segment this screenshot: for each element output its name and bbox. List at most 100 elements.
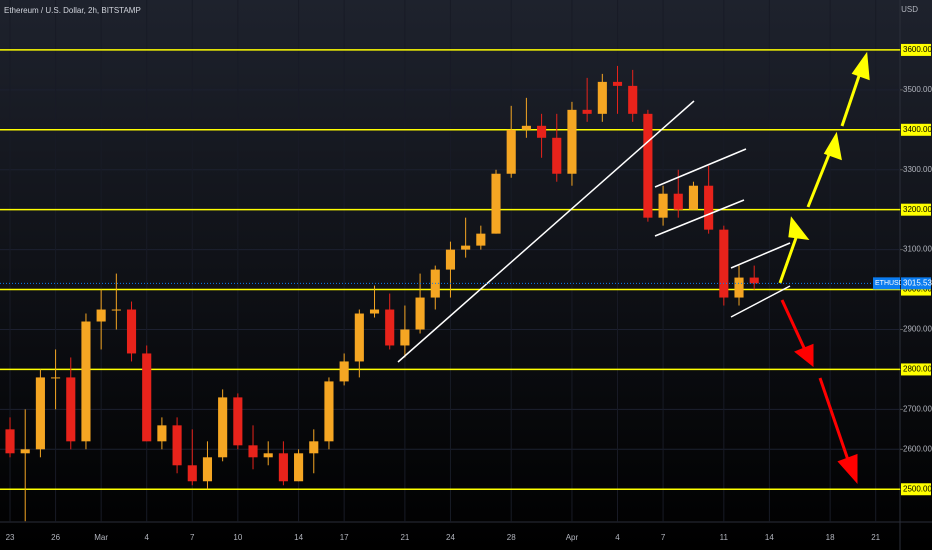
level-tag (901, 363, 931, 376)
candle-body (35, 377, 45, 450)
y-tick-label: 2600.00 (903, 444, 932, 453)
level-tag (901, 43, 931, 56)
candle-body (20, 449, 30, 454)
candle-body (248, 445, 258, 458)
candle-body (172, 425, 182, 466)
x-tick-label: 23 (6, 533, 15, 542)
down-arrows (780, 299, 858, 484)
candle-body (187, 465, 197, 482)
candle-body (96, 309, 106, 322)
arrow (840, 69, 863, 127)
x-tick-label: 21 (400, 533, 409, 542)
candle-body (567, 109, 577, 174)
arrowhead (823, 131, 842, 161)
x-tick-label: 7 (190, 533, 195, 542)
trend-line (730, 285, 791, 318)
candle-body (461, 245, 471, 250)
price-tag (901, 277, 931, 290)
currency-label: USD (901, 5, 918, 14)
symbol-tag (873, 277, 900, 290)
arrowhead (788, 216, 810, 240)
level-tag (901, 123, 931, 136)
y-tick-label: 3400.00 (903, 125, 932, 134)
chart-title: Ethereum / U.S. Dollar, 2h, BITSTAMP (4, 6, 141, 15)
candle-body (142, 353, 152, 442)
x-tick-label: 14 (294, 533, 303, 542)
candle-body (673, 193, 683, 210)
x-tick-label: 24 (446, 533, 455, 542)
y-tick-label: 3200.00 (903, 205, 932, 214)
trend-line (654, 199, 745, 237)
x-tick-label: Apr (566, 533, 579, 542)
annotations (397, 51, 870, 484)
candle-body (126, 309, 137, 354)
candle-body (719, 229, 729, 298)
candle-body (704, 185, 714, 230)
candle-body (339, 361, 349, 382)
candle-body (202, 457, 213, 482)
candle-body (309, 441, 319, 454)
candle-body (66, 377, 76, 442)
y-tick-label: 2800.00 (903, 365, 932, 374)
price-label: 3015.53 (903, 278, 932, 287)
x-tick-label: 17 (340, 533, 349, 542)
y-tick-label: 2700.00 (903, 404, 932, 413)
arrowhead (794, 343, 814, 368)
y-tick-label: 3100.00 (903, 245, 932, 254)
x-tick-label: Mar (94, 533, 108, 542)
candle-body (218, 397, 228, 458)
x-tick-label: 28 (507, 533, 516, 542)
trend-line (654, 148, 747, 188)
candle-body (612, 81, 623, 86)
trend-line (730, 242, 791, 269)
arrow (818, 377, 850, 461)
x-tick-label: 21 (871, 533, 880, 542)
candle-body (324, 381, 334, 442)
candle-body (51, 377, 61, 379)
candle-body (628, 85, 638, 114)
candle-body (734, 277, 744, 298)
arrowhead (851, 51, 870, 81)
plot-area (0, 0, 900, 522)
candle-body (537, 125, 547, 138)
candle-body (597, 81, 607, 114)
trend-line (397, 100, 695, 363)
candle-body (81, 321, 91, 442)
candle-body (157, 425, 167, 442)
candle-body (369, 309, 380, 314)
y-tick-label: 2900.00 (903, 325, 932, 334)
candle-body (521, 125, 531, 130)
candle-body (278, 453, 288, 482)
y-tick-label: 3600.00 (903, 45, 932, 54)
candle-body (476, 233, 486, 246)
candle-body (688, 185, 699, 210)
y-tick-label: 2500.00 (903, 484, 932, 493)
y-tick-label: 3300.00 (903, 165, 932, 174)
candle-body (749, 277, 759, 284)
candle-body (5, 429, 15, 454)
candle-body (111, 309, 121, 311)
arrow (778, 234, 799, 284)
x-tick-label: 14 (765, 533, 774, 542)
candle-body (294, 453, 304, 482)
candle-body (233, 397, 243, 446)
up-arrows (778, 51, 870, 284)
arrow (780, 299, 807, 351)
candle-body (582, 109, 592, 114)
candle-body (491, 173, 501, 234)
candle-body (658, 193, 668, 218)
level-tag (901, 483, 931, 496)
arrowhead (837, 453, 858, 484)
y-tick-label: 3500.00 (903, 85, 932, 94)
candle-body (643, 113, 653, 218)
candle-body (263, 453, 273, 458)
candle-body (506, 129, 516, 174)
symbol-label: ETHUSD (875, 280, 904, 287)
x-tick-label: 18 (826, 533, 835, 542)
arrow (806, 151, 832, 208)
candle-body (552, 137, 562, 174)
candle-body (385, 309, 395, 346)
